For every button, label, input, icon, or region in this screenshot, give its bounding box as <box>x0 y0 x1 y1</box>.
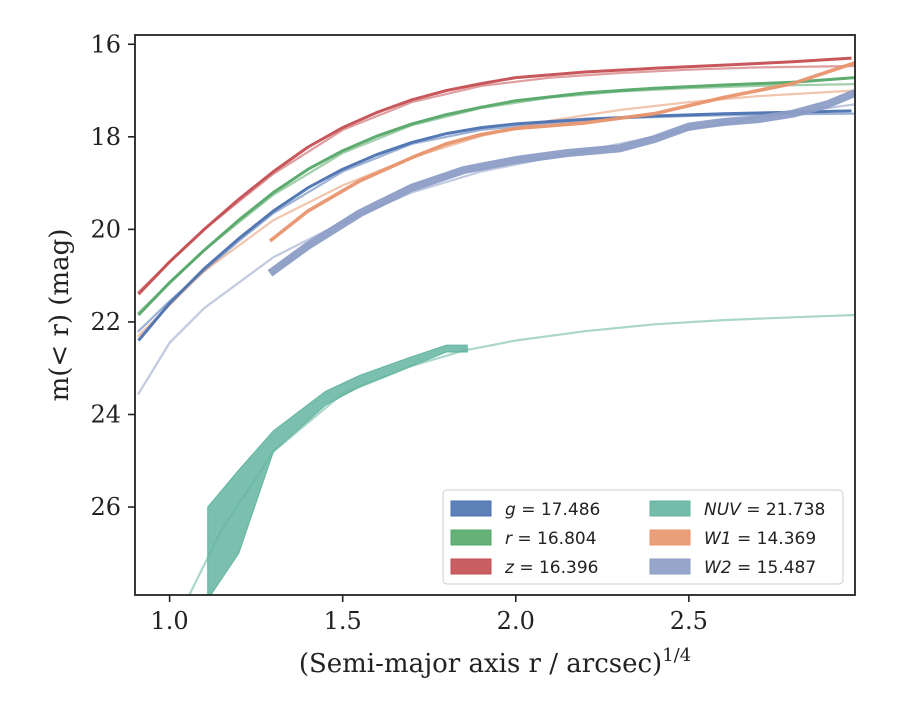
legend-box <box>442 489 844 585</box>
legend-swatch-g <box>450 500 492 517</box>
x-tick-label: 2.5 <box>670 607 708 635</box>
legend-label-w2: W2 = 15.487 <box>704 558 816 578</box>
y-tick-label: 18 <box>90 123 121 151</box>
data-line-w2 <box>267 89 855 277</box>
x-axis-title: (Semi-major axis r / arcsec)1/4 <box>299 645 691 679</box>
y-tick-label: 26 <box>90 493 121 521</box>
legend: g = 17.486 r = 16.804 z = 16.396 NUV = 21.7… <box>442 489 844 585</box>
y-tick-label: 20 <box>90 215 121 243</box>
y-tick-label: 16 <box>90 30 121 58</box>
x-tick-label: 2.0 <box>497 607 535 635</box>
data-line-r <box>137 76 855 317</box>
legend-swatch-nuv <box>649 500 691 517</box>
legend-swatch-r <box>450 529 492 546</box>
plot-frame <box>134 34 856 596</box>
x-axis-title-text: (Semi-major axis r / arcsec) <box>299 649 662 679</box>
x-axis-title-superscript: 1/4 <box>662 645 691 666</box>
legend-label-g: g = 17.486 <box>505 500 600 520</box>
data-line-z <box>137 56 852 296</box>
series-layer <box>137 56 855 595</box>
y-tick-label: 22 <box>90 308 121 336</box>
legend-label-nuv: NUV = 21.738 <box>704 500 825 520</box>
ticks-layer: 1.0 1.5 2.0 2.5 16 18 20 22 24 26 <box>90 30 707 635</box>
legend-swatch-w2 <box>649 558 691 575</box>
data-band-nuv <box>207 344 468 595</box>
data-line-w1 <box>268 61 855 243</box>
legend-label-z: z = 16.396 <box>504 558 598 578</box>
legend-label-r: r = 16.804 <box>505 529 597 549</box>
y-tick-label: 24 <box>90 401 121 429</box>
y-axis-title: m(< r) (mag) <box>45 229 75 402</box>
x-tick-label: 1.0 <box>151 607 189 635</box>
data-line-g <box>137 109 852 342</box>
legend-swatch-z <box>450 558 492 575</box>
legend-label-w1: W1 = 14.369 <box>704 529 816 549</box>
model-line-z <box>137 64 855 293</box>
legend-swatch-w1 <box>649 529 691 546</box>
x-tick-label: 1.5 <box>324 607 362 635</box>
